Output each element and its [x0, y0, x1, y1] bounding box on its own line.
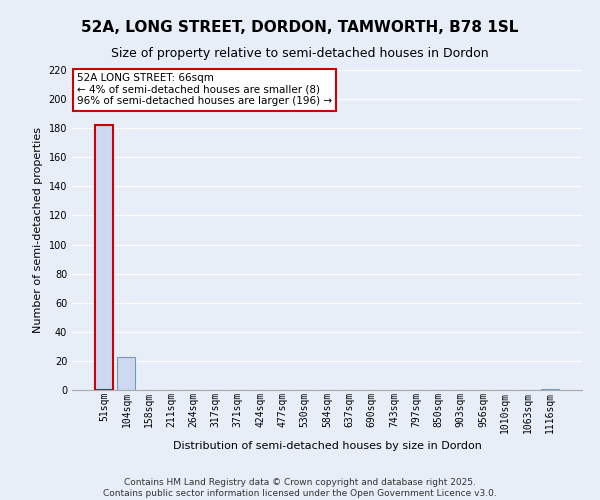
- Text: Contains HM Land Registry data © Crown copyright and database right 2025.
Contai: Contains HM Land Registry data © Crown c…: [103, 478, 497, 498]
- Text: 52A LONG STREET: 66sqm
← 4% of semi-detached houses are smaller (8)
96% of semi-: 52A LONG STREET: 66sqm ← 4% of semi-deta…: [77, 73, 332, 106]
- Text: 52A, LONG STREET, DORDON, TAMWORTH, B78 1SL: 52A, LONG STREET, DORDON, TAMWORTH, B78 …: [82, 20, 518, 35]
- Bar: [541, 388, 559, 390]
- Text: Size of property relative to semi-detached houses in Dordon: Size of property relative to semi-detach…: [111, 48, 489, 60]
- X-axis label: Distribution of semi-detached houses by size in Dordon: Distribution of semi-detached houses by …: [173, 441, 481, 451]
- Bar: [95, 126, 113, 390]
- Bar: [118, 356, 136, 390]
- Y-axis label: Number of semi-detached properties: Number of semi-detached properties: [33, 127, 43, 333]
